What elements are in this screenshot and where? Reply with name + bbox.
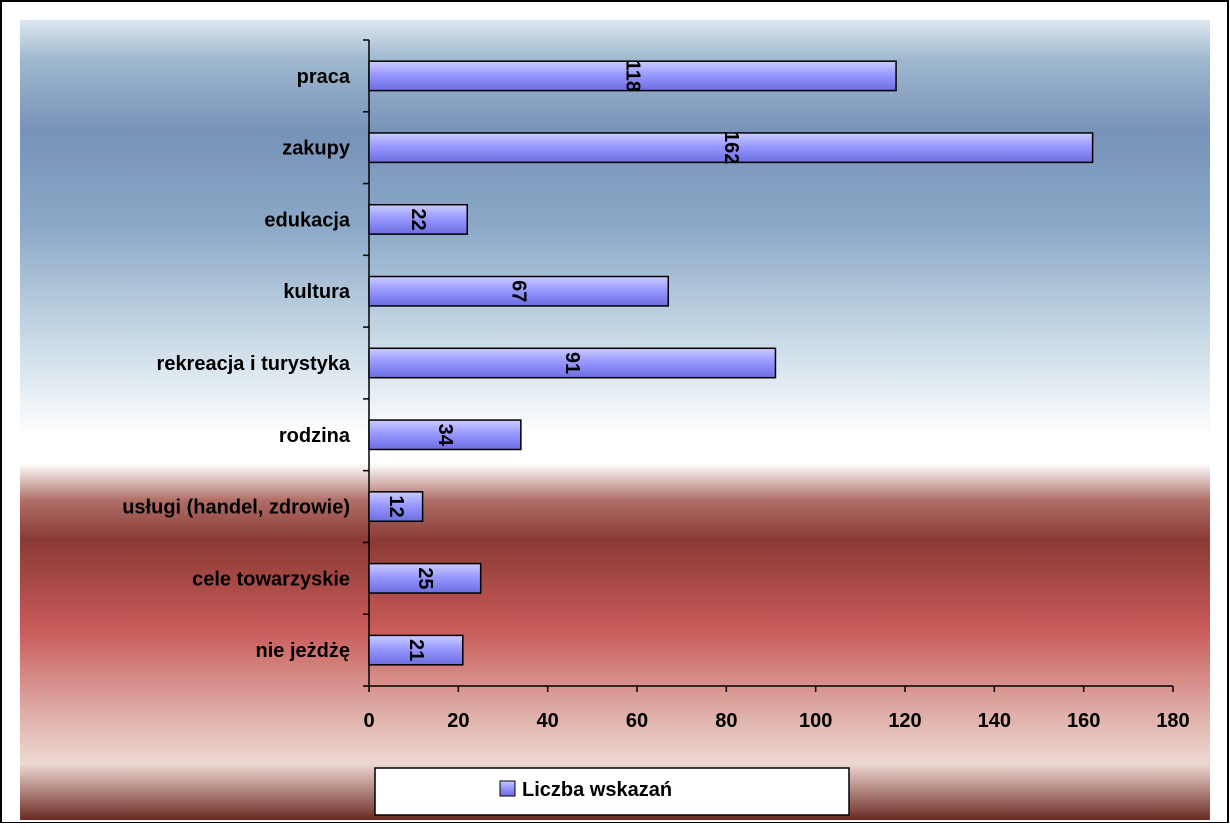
data-label: 12 bbox=[385, 495, 407, 517]
x-tick-label: 20 bbox=[447, 710, 469, 732]
legend: Liczba wskazań bbox=[374, 767, 850, 816]
x-tick-label: 140 bbox=[978, 710, 1011, 732]
category-label: rekreacja i turystyka bbox=[157, 353, 351, 375]
data-label: 21 bbox=[405, 639, 427, 661]
data-label: 25 bbox=[414, 567, 436, 589]
bar bbox=[368, 203, 469, 235]
category-label: usługi (handel, zdrowie) bbox=[122, 497, 350, 519]
bar bbox=[368, 491, 424, 523]
category-label: kultura bbox=[283, 281, 351, 303]
bar bbox=[368, 60, 897, 92]
category-label: nie jeżdżę bbox=[256, 640, 350, 662]
x-tick-label: 0 bbox=[363, 710, 374, 732]
category-label: zakupy bbox=[282, 138, 351, 160]
legend-swatch bbox=[499, 780, 516, 797]
category-label: rodzina bbox=[279, 425, 351, 447]
data-label: 34 bbox=[434, 424, 456, 447]
x-tick-label: 160 bbox=[1067, 710, 1100, 732]
bar bbox=[368, 347, 777, 379]
bar bbox=[368, 634, 464, 666]
plot-area: 0 20 40 60 80 100 120 140 160 180 praca 118 zakupy 16… bbox=[122, 39, 1190, 732]
data-label: 118 bbox=[622, 60, 644, 92]
category-label: praca bbox=[297, 66, 351, 88]
x-tick-label: 60 bbox=[626, 710, 648, 732]
x-tick-label: 180 bbox=[1156, 710, 1189, 732]
x-tick-label: 120 bbox=[888, 710, 921, 732]
legend-box bbox=[374, 767, 850, 816]
data-label: 162 bbox=[720, 131, 742, 164]
data-label: 22 bbox=[407, 208, 429, 230]
category-label: cele towarzyskie bbox=[192, 568, 350, 590]
bar bbox=[368, 562, 482, 594]
x-tick-label: 40 bbox=[537, 710, 559, 732]
data-label: 91 bbox=[561, 352, 583, 374]
legend-label: Liczba wskazań bbox=[522, 779, 672, 801]
bar bbox=[368, 419, 522, 451]
x-tick-label: 100 bbox=[799, 710, 832, 732]
bar bbox=[368, 275, 670, 307]
x-tick-label: 80 bbox=[715, 710, 737, 732]
category-label: edukacja bbox=[264, 209, 350, 231]
data-label: 67 bbox=[508, 280, 530, 302]
bar bbox=[368, 132, 1094, 164]
